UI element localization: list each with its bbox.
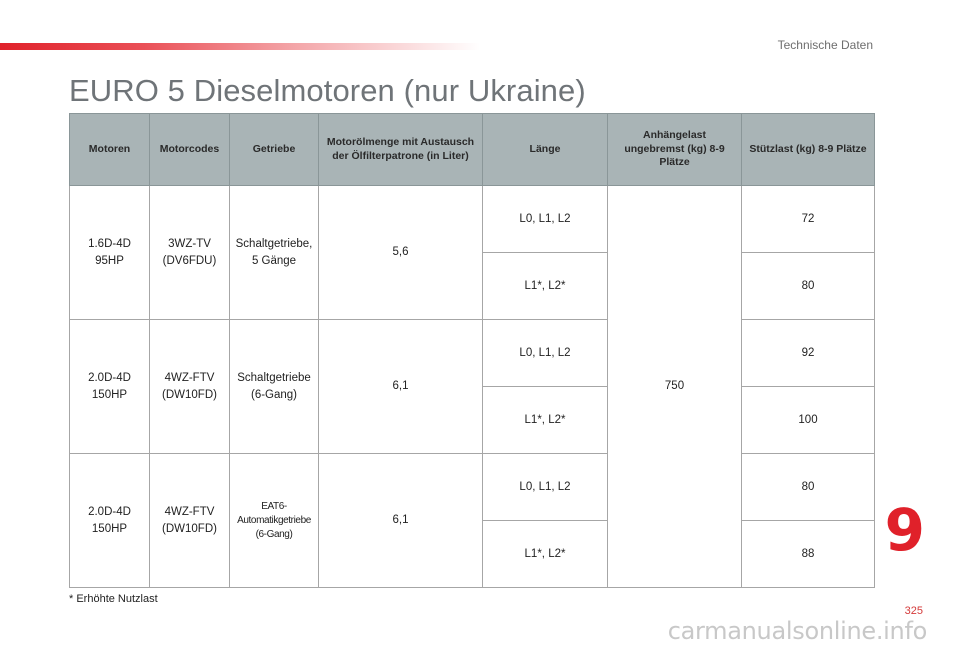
red-gradient-bar: [0, 43, 480, 50]
motor-cell: 2.0D-4D 150HP: [69, 453, 150, 588]
support-load-cell: 88: [741, 520, 875, 588]
oil-cell: 5,6: [318, 185, 483, 320]
footnote: * Erhöhte Nutzlast: [69, 593, 158, 605]
table-row: 2.0D-4D 150HP 4WZ-FTV (DW10FD) EAT6-Auto…: [69, 453, 875, 588]
page-number: 325: [904, 605, 923, 617]
table-row: L1*, L2* 100: [70, 386, 875, 454]
motorcode-cell: 3WZ-TV (DV6FDU): [149, 185, 230, 320]
support-load-cell: 92: [741, 319, 875, 387]
col-header-motoren: Motoren: [69, 113, 150, 186]
oil-cell: 6,1: [318, 319, 483, 454]
length-cell: L0, L1, L2: [482, 185, 608, 253]
col-header-motorcodes: Motorcodes: [149, 113, 230, 186]
col-header-laenge: Länge: [482, 113, 608, 186]
length-cell: L1*, L2*: [482, 252, 608, 320]
motorcode-cell: 4WZ-FTV (DW10FD): [149, 319, 230, 454]
watermark: carmanualsonline.info: [667, 617, 928, 645]
table-row: L1*, L2* 88: [70, 520, 875, 588]
engine-spec-table: Motoren Motorcodes Getriebe Motorölmenge…: [69, 113, 875, 588]
motor-cell: 1.6D-4D 95HP: [69, 185, 150, 320]
length-cell: L0, L1, L2: [482, 453, 608, 521]
length-cell: L1*, L2*: [482, 386, 608, 454]
col-header-towing: Anhängelast ungebremst (kg) 8-9 Plätze: [607, 113, 742, 186]
col-header-oil: Motorölmenge mit Austausch der Ölfilterp…: [318, 113, 483, 186]
section-title: Technische Daten: [777, 38, 873, 52]
support-load-cell: 80: [741, 252, 875, 320]
col-header-support-load: Stützlast (kg) 8-9 Plätze: [741, 113, 875, 186]
gearbox-cell: Schaltgetriebe, 5 Gänge: [229, 185, 319, 320]
length-cell: L0, L1, L2: [482, 319, 608, 387]
support-load-cell: 80: [741, 453, 875, 521]
gearbox-cell: Schaltgetriebe (6-Gang): [229, 319, 319, 454]
col-header-getriebe: Getriebe: [229, 113, 319, 186]
table-row: 1.6D-4D 95HP 3WZ-TV (DV6FDU) Schaltgetri…: [69, 185, 875, 588]
table-row: L1*, L2* 80: [70, 252, 875, 320]
support-load-cell: 72: [741, 185, 875, 253]
gearbox-cell: EAT6-Automatikgetriebe (6-Gang): [229, 453, 319, 588]
page-title: EURO 5 Dieselmotoren (nur Ukraine): [69, 73, 586, 108]
chapter-number: 9: [884, 496, 925, 564]
support-load-cell: 100: [741, 386, 875, 454]
towing-cell: 750: [607, 185, 742, 588]
table-row: 2.0D-4D 150HP 4WZ-FTV (DW10FD) Schaltget…: [69, 319, 875, 454]
motorcode-cell: 4WZ-FTV (DW10FD): [149, 453, 230, 588]
length-cell: L1*, L2*: [482, 520, 608, 588]
table-header-row: Motoren Motorcodes Getriebe Motorölmenge…: [69, 113, 875, 186]
motor-cell: 2.0D-4D 150HP: [69, 319, 150, 454]
oil-cell: 6,1: [318, 453, 483, 588]
